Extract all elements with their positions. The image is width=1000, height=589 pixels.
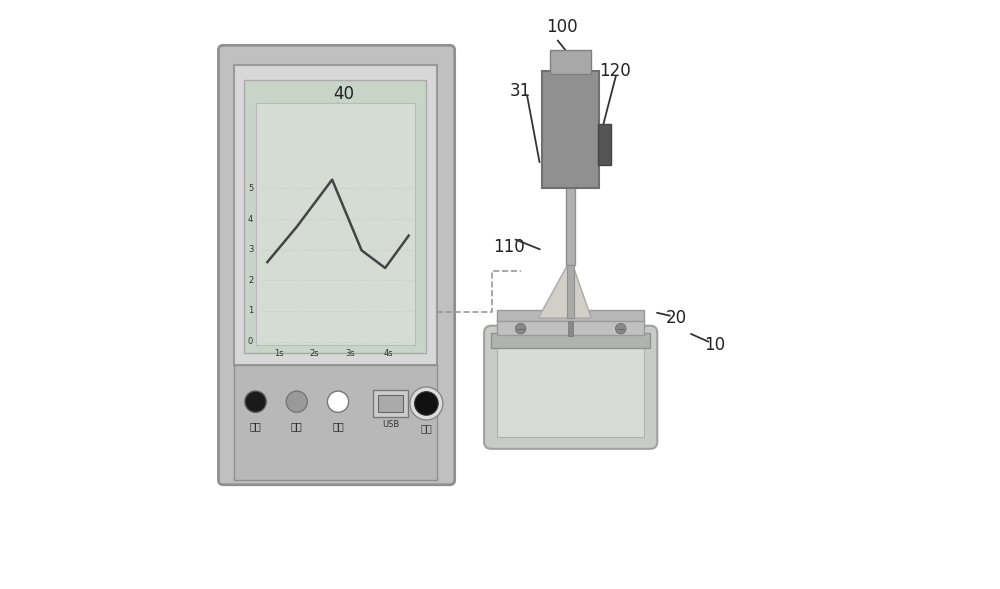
FancyBboxPatch shape	[484, 326, 657, 449]
Bar	[542, 71, 599, 188]
FancyBboxPatch shape	[218, 45, 455, 485]
Polygon shape	[538, 259, 591, 318]
Circle shape	[415, 392, 438, 415]
Bar	[567, 259, 574, 318]
Text: 100: 100	[546, 18, 578, 35]
Text: 20: 20	[666, 309, 687, 327]
Bar	[598, 124, 611, 165]
Bar	[497, 319, 644, 335]
Bar	[497, 343, 644, 437]
Text: 电源: 电源	[332, 421, 344, 431]
Bar	[244, 80, 426, 353]
Text: 1: 1	[248, 306, 253, 316]
Bar	[378, 395, 403, 412]
Text: 10: 10	[704, 336, 726, 353]
Bar	[373, 390, 408, 417]
Text: 2: 2	[248, 276, 253, 285]
Bar	[256, 103, 415, 345]
Text: 0: 0	[248, 337, 253, 346]
Text: 4: 4	[248, 214, 253, 224]
Bar	[491, 333, 650, 348]
Text: 110: 110	[493, 239, 525, 256]
Bar	[234, 365, 437, 480]
Circle shape	[615, 323, 626, 334]
Text: 5: 5	[248, 184, 253, 193]
Text: 31: 31	[510, 82, 531, 100]
Text: 开关: 开关	[420, 423, 432, 433]
Text: 120: 120	[599, 62, 631, 80]
Text: 错误: 错误	[291, 421, 303, 431]
Circle shape	[515, 323, 526, 334]
Text: 2s: 2s	[310, 349, 319, 358]
Text: 1s: 1s	[274, 349, 284, 358]
Bar	[550, 50, 591, 74]
Text: 3: 3	[248, 245, 253, 254]
Circle shape	[286, 391, 307, 412]
Text: USB: USB	[382, 420, 399, 429]
Circle shape	[410, 387, 443, 420]
Circle shape	[245, 391, 266, 412]
Bar	[234, 65, 437, 365]
Bar	[497, 310, 644, 321]
Circle shape	[327, 391, 349, 412]
Text: 4s: 4s	[383, 349, 393, 358]
Bar	[566, 88, 575, 265]
Text: 3s: 3s	[345, 349, 355, 358]
Text: 40: 40	[333, 85, 354, 103]
Text: 运行: 运行	[250, 421, 261, 431]
Bar	[568, 321, 573, 336]
